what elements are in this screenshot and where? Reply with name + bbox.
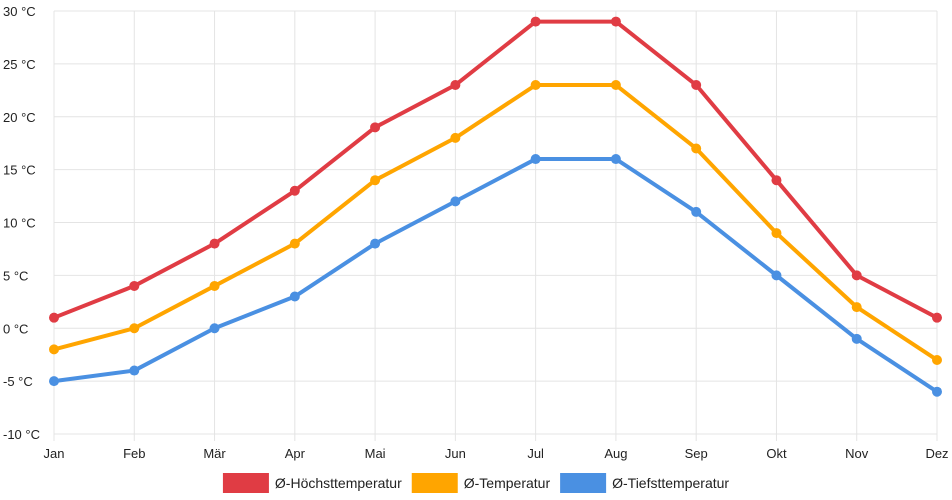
x-tick-label: Jun [445,446,466,461]
y-tick-label: -10 °C [3,427,40,442]
legend-label: Ø-Höchsttemperatur [275,475,402,491]
data-point[interactable] [851,302,862,313]
data-point[interactable] [771,175,782,186]
series-lines [52,19,939,394]
x-tick-label: Jul [527,446,544,461]
y-axis-ticks: -10 °C -5 °C 0 °C 5 °C 10 °C 15 °C 20 °C 25 °C 3… [3,4,40,442]
data-point[interactable] [771,270,782,281]
data-point[interactable] [289,291,300,302]
series-line [52,19,939,320]
data-point[interactable] [49,376,59,387]
legend-item[interactable]: Ø-Temperatur [411,473,551,493]
data-point[interactable] [289,238,300,249]
data-point[interactable] [370,238,381,249]
y-tick-label: 5 °C [3,268,28,283]
legend-item[interactable]: Ø-Höchsttemperatur [222,473,402,493]
data-point[interactable] [209,280,220,291]
data-point[interactable] [932,354,942,365]
y-tick-label: -5 °C [3,374,33,389]
data-point[interactable] [129,365,140,376]
series-points [49,16,942,397]
y-tick-label: 15 °C [3,163,36,178]
data-point[interactable] [932,386,942,397]
data-point[interactable] [691,143,702,154]
legend-swatch [411,473,458,493]
data-point[interactable] [530,16,541,27]
data-point[interactable] [129,280,140,291]
x-tick-label: Aug [604,446,627,461]
data-point[interactable] [771,228,782,239]
data-point[interactable] [209,323,220,334]
x-tick-label: Jan [44,446,65,461]
data-point[interactable] [49,344,59,355]
legend-swatch [222,473,269,493]
legend-swatch [560,473,607,493]
data-point[interactable] [530,80,541,91]
data-point[interactable] [370,122,381,133]
data-point[interactable] [851,333,862,344]
y-tick-label: 25 °C [3,57,36,72]
x-tick-label: Mai [365,446,386,461]
data-point[interactable] [129,323,140,334]
x-tick-label: Mär [203,446,226,461]
data-point[interactable] [289,185,300,196]
y-tick-label: 20 °C [3,110,36,125]
y-tick-label: 10 °C [3,216,36,231]
legend-item[interactable]: Ø-Tiefsttemperatur [560,473,729,493]
data-point[interactable] [851,270,862,281]
y-tick-label: 30 °C [3,4,36,19]
data-point[interactable] [530,154,541,165]
data-point[interactable] [691,206,702,217]
series-line [52,83,939,362]
legend-label: Ø-Temperatur [464,475,551,491]
data-point[interactable] [49,312,59,323]
x-tick-label: Okt [766,446,787,461]
data-point[interactable] [450,196,461,207]
data-point[interactable] [610,154,621,165]
data-point[interactable] [691,80,702,91]
data-point[interactable] [932,312,942,323]
legend-label: Ø-Tiefsttemperatur [612,475,729,491]
data-point[interactable] [610,16,621,27]
series-line [52,157,939,394]
data-point[interactable] [209,238,220,249]
x-tick-label: Sep [685,446,708,461]
grid [53,10,938,441]
data-point[interactable] [450,80,461,91]
x-tick-label: Feb [123,446,145,461]
data-point[interactable] [450,132,461,143]
data-point[interactable] [610,80,621,91]
legend: Ø-Höchsttemperatur Ø-Temperatur Ø-Tiefstte… [222,473,729,493]
data-point[interactable] [370,175,381,186]
x-tick-label: Apr [285,446,306,461]
x-tick-label: Dez [925,446,948,461]
x-axis-ticks: Jan Feb Mär Apr Mai Jun Jul Aug Sep Okt Nov Dez [44,446,949,461]
y-tick-label: 0 °C [3,321,28,336]
x-tick-label: Nov [845,446,869,461]
